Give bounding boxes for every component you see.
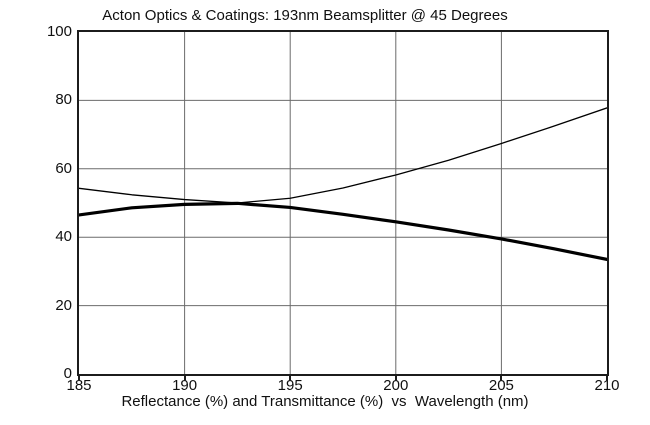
line-chart-svg [79,32,607,374]
x-tick-mark [394,376,397,381]
x-tick-label: 210 [594,377,620,394]
x-tick-label: 200 [383,377,409,394]
x-tick-mark [78,376,80,381]
y-tick-label: 40 [55,228,72,246]
plot-area [77,30,609,376]
x-tick-label: 195 [277,377,303,394]
chart-title: Acton Optics & Coatings: 193nm Beamsplit… [102,7,508,24]
thick-line-curve [79,201,607,262]
x-tick-mark [183,376,186,381]
y-tick-label: 0 [63,365,72,382]
x-tick-mark [289,376,292,381]
x-tick-label: 185 [66,377,92,394]
y-tick-label: 80 [55,91,72,109]
thin-line-curve [79,107,607,204]
x-tick-mark [606,376,608,381]
y-tick-label: 20 [55,296,72,314]
x-tick-mark [500,376,503,381]
x-axis-title: Reflectance (%) and Transmittance (%) vs… [121,393,529,410]
x-tick-label: 205 [488,377,514,394]
y-tick-label: 60 [55,159,72,177]
y-tick-label: 100 [46,23,72,40]
x-tick-label: 190 [172,377,198,394]
